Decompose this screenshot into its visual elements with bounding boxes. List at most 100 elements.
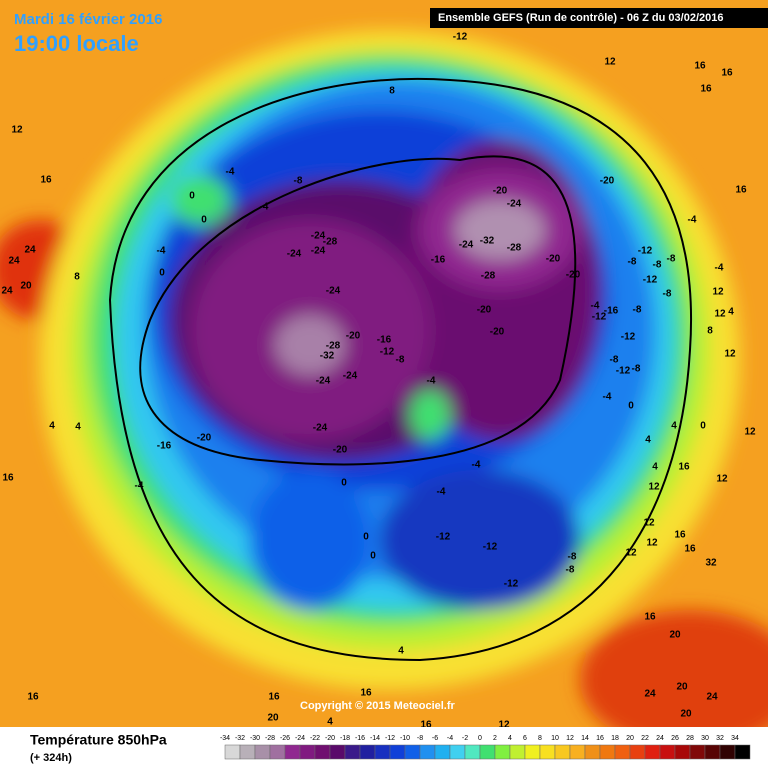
contour-label: -8	[632, 364, 641, 375]
contour-label: 12	[714, 309, 726, 320]
contour-label: 12	[643, 518, 655, 529]
contour-label: -12	[380, 347, 395, 358]
contour-label: 24	[8, 256, 20, 267]
contour-label: 0	[201, 215, 207, 226]
contour-label: -16	[157, 441, 172, 452]
contour-label: -8	[667, 254, 676, 265]
date: Mardi 16 février 2016	[14, 11, 162, 28]
contour-label: -4	[688, 215, 697, 226]
contour-label: 4	[398, 646, 404, 657]
contour-label: 8	[707, 326, 713, 337]
contour-label: -4	[157, 246, 166, 257]
contour-label: -4	[715, 263, 724, 274]
contour-label: 12	[716, 474, 728, 485]
scale-label: 2	[493, 735, 497, 742]
contour-label: -12	[592, 312, 607, 323]
contour-label: -20	[333, 445, 348, 456]
contour-label: -32	[480, 236, 495, 247]
contour-label: 12	[498, 720, 510, 731]
scale-swatch	[524, 744, 541, 760]
scale-swatch	[629, 744, 646, 760]
contour-label: -24	[459, 240, 474, 251]
temperature-field	[0, 30, 768, 750]
scale-swatch	[599, 744, 616, 760]
scale-label: -6	[432, 735, 438, 742]
scale-swatch	[344, 744, 361, 760]
contour-label: -12	[621, 332, 636, 343]
scale-swatch	[374, 744, 391, 760]
contour-label: -16	[604, 306, 619, 317]
contour-label: 20	[20, 281, 32, 292]
contour-label: 0	[341, 478, 347, 489]
contour-label: -4	[591, 301, 600, 312]
scale-label: 24	[656, 735, 664, 742]
contour-label: -12	[453, 32, 468, 43]
contour-label: 12	[625, 548, 637, 559]
scale-label: 34	[731, 735, 739, 742]
contour-label: -8	[653, 260, 662, 271]
legend-subtitle: (+ 324h)	[30, 752, 72, 764]
scale-swatch	[389, 744, 406, 760]
scale-swatch	[464, 744, 481, 760]
scale-label: -16	[355, 735, 365, 742]
contour-label: -28	[507, 243, 522, 254]
contour-label: 16	[678, 462, 690, 473]
scale-swatch	[224, 744, 241, 760]
run-info: Ensemble GEFS (Run de contrôle) - 06 Z d…	[438, 12, 723, 24]
contour-label: 16	[674, 530, 686, 541]
contour-label: -4	[437, 487, 446, 498]
contour-label: 16	[268, 692, 280, 703]
scale-swatch	[434, 744, 451, 760]
scale-label: 12	[566, 735, 574, 742]
scale-label: 30	[701, 735, 709, 742]
contour-label: -4	[427, 376, 436, 387]
legend-title: Température 850hPa	[30, 732, 167, 748]
contour-label: 16	[684, 544, 696, 555]
contour-label: -24	[316, 376, 331, 387]
scale-label: 0	[478, 735, 482, 742]
contour-label: -24	[343, 371, 358, 382]
contour-label: -20	[566, 270, 581, 281]
scale-label: -2	[462, 735, 468, 742]
scale-swatch	[689, 744, 706, 760]
contour-label: 8	[74, 272, 80, 283]
contour-label: -16	[377, 335, 392, 346]
contour-label: -8	[663, 289, 672, 300]
scale-swatch	[659, 744, 676, 760]
scale-label: 26	[671, 735, 679, 742]
time: 19:00 locale	[14, 31, 139, 56]
contour-label: -16	[431, 255, 446, 266]
scale-label: 32	[716, 735, 724, 742]
contour-label: 32	[705, 558, 717, 569]
contour-label: -20	[477, 305, 492, 316]
scale-label: -34	[220, 735, 230, 742]
contour-label: 0	[189, 191, 195, 202]
contour-label: -8	[633, 305, 642, 316]
scale-swatch	[584, 744, 601, 760]
contour-label: -24	[313, 423, 328, 434]
contour-line	[108, 78, 692, 662]
contour-label: 16	[2, 473, 14, 484]
scale-label: -32	[235, 735, 245, 742]
scale-swatch	[644, 744, 661, 760]
scale-swatch	[494, 744, 511, 760]
scale-label: 22	[641, 735, 649, 742]
contour-label: -12	[616, 366, 631, 377]
contour-label: 0	[628, 401, 634, 412]
contour-label: 4	[645, 435, 651, 446]
scale-swatch	[539, 744, 556, 760]
contour-label: 12	[604, 57, 616, 68]
scale-label: -26	[280, 735, 290, 742]
contour-label: -12	[483, 542, 498, 553]
scale-label: 28	[686, 735, 694, 742]
contour-label: -24	[326, 286, 341, 297]
contour-label: 4	[728, 307, 734, 318]
contour-label: 0	[700, 421, 706, 432]
contour-label: -20	[546, 254, 561, 265]
contour-label: 0	[363, 532, 369, 543]
contour-label: -32	[320, 351, 335, 362]
scale-label: 20	[626, 735, 634, 742]
contour-label: -8	[568, 552, 577, 563]
contour-label: -28	[326, 341, 341, 352]
contour-label: -8	[610, 355, 619, 366]
